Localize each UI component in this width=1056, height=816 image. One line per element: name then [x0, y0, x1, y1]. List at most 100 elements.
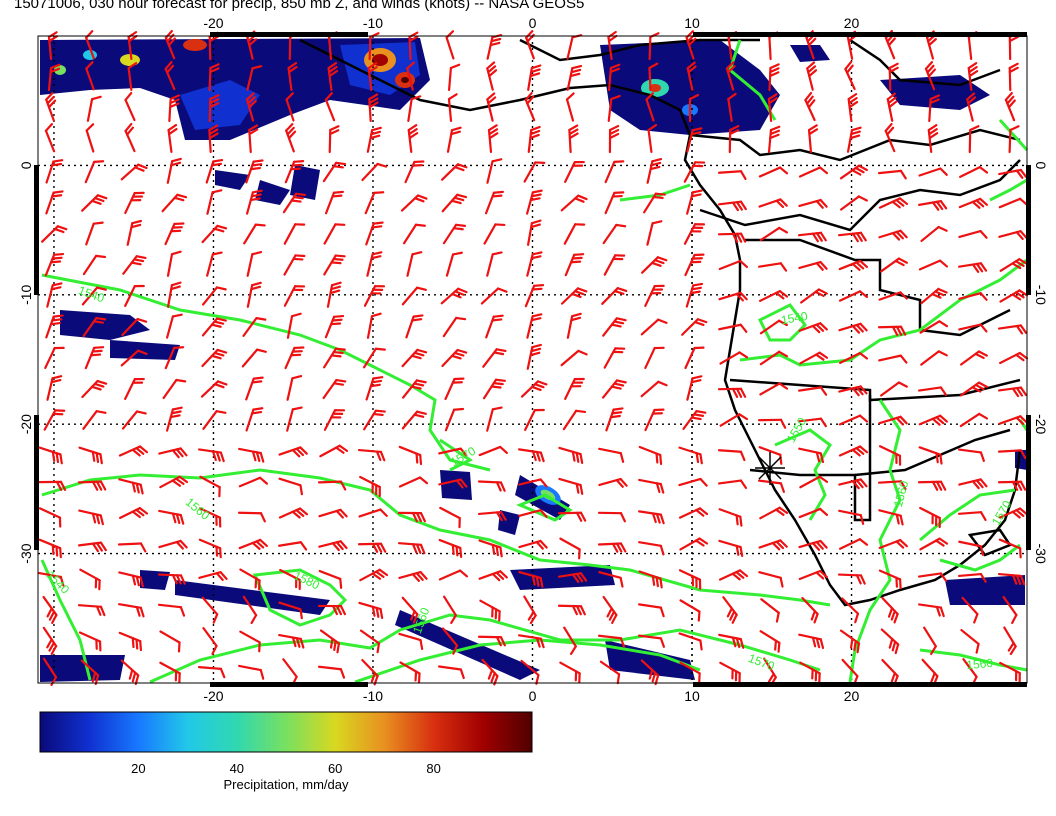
- wind-barb: [999, 289, 1029, 303]
- wind-barb: [363, 285, 386, 307]
- wind-barb: [238, 447, 265, 463]
- wind-barb: [45, 190, 64, 215]
- wind-barb: [646, 220, 663, 246]
- wind-barb: [318, 540, 348, 552]
- wind-barb: [197, 666, 226, 679]
- wind-barb: [45, 92, 57, 122]
- wind-barb: [43, 409, 66, 431]
- wind-barb: [322, 378, 347, 400]
- wind-barb: [278, 446, 308, 458]
- wind-barb: [158, 447, 188, 459]
- wind-barb: [238, 664, 265, 680]
- wind-barb: [283, 285, 306, 307]
- wind-barb: [718, 569, 749, 581]
- longitude-tick-label: 10: [684, 688, 700, 704]
- wind-barb: [38, 446, 63, 465]
- wind-barb: [166, 250, 182, 277]
- latitude-tick-label: -20: [1033, 414, 1049, 434]
- wind-barb: [605, 407, 624, 432]
- wind-barb: [208, 63, 220, 92]
- wind-barb: [688, 93, 700, 123]
- wind-barb: [159, 661, 181, 684]
- wind-barb: [758, 198, 788, 209]
- wind-barb: [318, 569, 343, 589]
- wind-barb: [919, 506, 941, 529]
- wind-barb: [957, 511, 987, 521]
- wind-barb: [518, 570, 544, 588]
- wind-barb: [638, 603, 665, 618]
- frame-bar-right: [1026, 165, 1031, 295]
- wind-barb: [405, 314, 424, 339]
- wind-barb: [958, 478, 988, 490]
- wind-barb: [767, 125, 781, 154]
- wind-barb: [438, 447, 468, 457]
- wind-barb: [438, 569, 469, 581]
- wind-barb: [681, 318, 708, 336]
- frame-bar-bottom: [210, 682, 368, 687]
- wind-barb: [38, 507, 62, 528]
- wind-barb: [365, 221, 384, 246]
- wind-barb: [442, 316, 467, 338]
- wind-barb: [641, 256, 668, 274]
- wind-barb: [564, 253, 585, 277]
- precipitation-colorbar: [39, 711, 533, 753]
- wind-barb: [645, 92, 655, 122]
- wind-barb: [282, 658, 298, 686]
- wind-barb: [799, 475, 829, 489]
- wind-barb: [602, 595, 618, 624]
- wind-barb: [278, 477, 304, 496]
- wind-barb: [886, 92, 898, 122]
- wind-barb: [798, 322, 828, 334]
- wind-barb: [319, 444, 349, 458]
- wind-barb: [566, 64, 583, 91]
- wind-barb: [398, 571, 428, 582]
- contour-label: 1550: [784, 415, 810, 445]
- wind-barb: [398, 445, 423, 466]
- wind-barb: [598, 571, 624, 588]
- wind-barb: [322, 161, 347, 183]
- wind-barb: [358, 508, 388, 518]
- wind-barb: [447, 93, 458, 123]
- wind-barb: [438, 665, 465, 680]
- wind-barb: [684, 253, 705, 277]
- wind-barb: [242, 317, 267, 337]
- wind-barb: [161, 193, 188, 213]
- wind-barb: [597, 634, 626, 648]
- wind-barb: [838, 414, 869, 426]
- wind-barb: [717, 170, 747, 181]
- wind-barb: [124, 91, 136, 122]
- wind-barb: [198, 538, 222, 559]
- wind-barb: [719, 413, 749, 427]
- contour-label: 1580: [292, 568, 322, 592]
- wind-barb: [486, 158, 503, 184]
- wind-barb: [878, 538, 908, 550]
- wind-barb: [284, 346, 305, 370]
- wind-barb: [960, 628, 980, 654]
- wind-barb: [1008, 62, 1019, 92]
- wind-barb: [838, 385, 868, 397]
- wind-barb: [245, 376, 264, 401]
- wind-barb: [647, 123, 658, 154]
- colorbar-tick-label: 20: [131, 761, 145, 776]
- wind-barb: [877, 169, 907, 180]
- wind-barb: [406, 251, 423, 277]
- wind-barb: [442, 223, 467, 245]
- location-marker-icon: [755, 452, 785, 485]
- wind-barb: [477, 510, 507, 522]
- wind-barb: [248, 124, 259, 154]
- wind-barb: [245, 159, 264, 184]
- wind-barb: [82, 410, 107, 430]
- wind-barb: [878, 569, 902, 590]
- frame-bar-top: [693, 32, 1027, 37]
- wind-barb: [839, 164, 868, 180]
- wind-barb: [398, 632, 424, 650]
- wind-barb: [77, 604, 106, 617]
- wind-barb: [604, 160, 625, 184]
- wind-barb: [518, 634, 545, 649]
- wind-barb: [477, 480, 506, 492]
- wind-barb: [38, 571, 65, 587]
- wind-barb: [800, 288, 828, 304]
- wind-barb: [162, 378, 187, 400]
- wind-barb: [958, 540, 985, 556]
- wind-barb: [208, 94, 220, 123]
